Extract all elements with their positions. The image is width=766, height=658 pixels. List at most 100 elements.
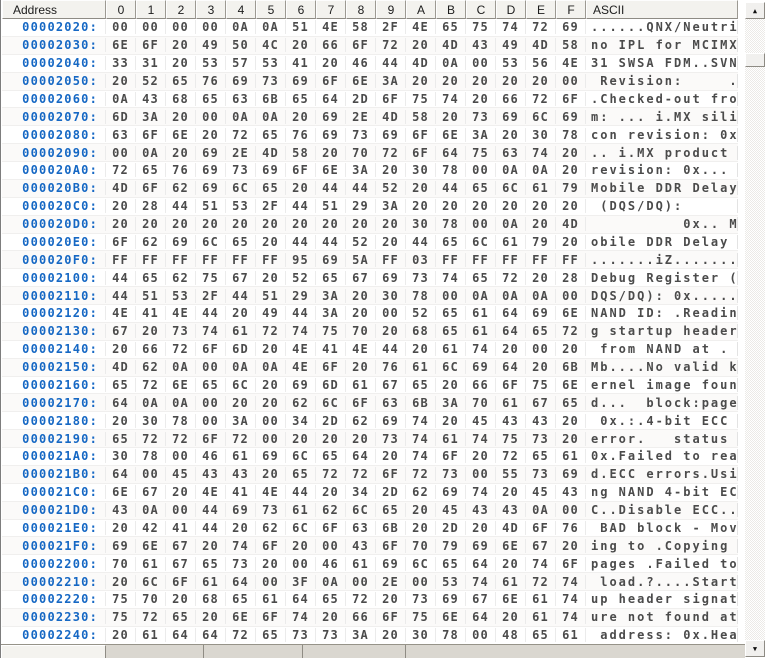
hex-byte-cell[interactable]: 61 (436, 431, 466, 446)
hex-byte-cell[interactable]: 65 (226, 592, 256, 607)
hex-byte-cell[interactable]: 6C (136, 574, 166, 589)
hex-byte-cell[interactable]: 00 (436, 288, 466, 303)
hex-byte-cell[interactable]: 72 (136, 610, 166, 625)
hex-byte-cell[interactable]: 00 (316, 538, 346, 553)
hex-byte-cell[interactable]: 20 (376, 449, 406, 464)
hex-byte-cell[interactable]: 6E (316, 163, 346, 178)
hex-byte-cell[interactable]: FF (496, 252, 526, 267)
hex-byte-cell[interactable]: 20 (196, 217, 226, 232)
hex-byte-cell[interactable]: 00 (556, 288, 586, 303)
hex-byte-cell[interactable]: 44 (436, 181, 466, 196)
hex-byte-cell[interactable]: 4D (526, 38, 556, 53)
hex-byte-cell[interactable]: 6C (196, 234, 226, 249)
hex-byte-cell[interactable]: 20 (106, 574, 136, 589)
hex-byte-cell[interactable]: 65 (406, 377, 436, 392)
hex-byte-cell[interactable]: 44 (316, 181, 346, 196)
hex-byte-cell[interactable]: 6B (256, 91, 286, 106)
hex-byte-cell[interactable]: 45 (466, 413, 496, 428)
row-ascii-text[interactable]: con revision: 0x (586, 127, 738, 142)
hex-byte-cell[interactable]: 76 (376, 360, 406, 375)
hex-byte-cell[interactable]: FF (436, 252, 466, 267)
hex-byte-cell[interactable]: 66 (316, 38, 346, 53)
hex-byte-cell[interactable]: 50 (226, 38, 256, 53)
hex-byte-cell[interactable]: 67 (106, 324, 136, 339)
hex-byte-cell[interactable]: 6F (406, 145, 436, 160)
hex-byte-cell[interactable]: 75 (106, 610, 136, 625)
hex-byte-cell[interactable]: 61 (556, 449, 586, 464)
hex-byte-cell[interactable]: FF (376, 252, 406, 267)
hex-byte-cell[interactable]: 42 (136, 520, 166, 535)
hex-byte-cell[interactable]: 3A (136, 109, 166, 124)
bottom-tab-1[interactable] (1, 645, 106, 658)
hex-byte-cell[interactable]: 72 (556, 324, 586, 339)
hex-byte-cell[interactable]: 0A (316, 574, 346, 589)
hex-byte-cell[interactable]: 72 (526, 91, 556, 106)
hex-byte-cell[interactable]: 69 (166, 234, 196, 249)
hex-byte-cell[interactable]: 72 (226, 431, 256, 446)
bottom-tab-4[interactable] (303, 645, 406, 658)
hex-byte-cell[interactable]: 46 (316, 556, 346, 571)
hex-byte-cell[interactable]: 74 (196, 324, 226, 339)
hex-byte-cell[interactable]: 74 (526, 556, 556, 571)
hex-byte-cell[interactable]: 20 (526, 74, 556, 89)
hex-byte-cell[interactable]: 4C (256, 38, 286, 53)
hex-byte-cell[interactable]: 76 (196, 74, 226, 89)
hex-byte-cell[interactable]: 6F (316, 520, 346, 535)
hex-byte-cell[interactable]: 73 (526, 431, 556, 446)
hex-byte-cell[interactable]: 73 (226, 556, 256, 571)
hex-byte-cell[interactable]: 64 (466, 556, 496, 571)
row-ascii-text[interactable]: (DQS/DQ): (586, 199, 738, 214)
hex-byte-cell[interactable]: 29 (346, 199, 376, 214)
hex-byte-cell[interactable]: 6F (376, 610, 406, 625)
hex-byte-cell[interactable]: 0A (256, 360, 286, 375)
hex-byte-cell[interactable]: FF (556, 252, 586, 267)
hex-byte-cell[interactable]: 20 (256, 217, 286, 232)
hex-byte-cell[interactable]: 61 (226, 449, 256, 464)
hex-byte-cell[interactable]: 72 (526, 574, 556, 589)
hex-byte-cell[interactable]: 63 (376, 395, 406, 410)
hex-byte-cell[interactable]: 30 (106, 449, 136, 464)
hex-byte-cell[interactable]: 65 (196, 556, 226, 571)
hex-byte-cell[interactable]: 20 (166, 109, 196, 124)
hex-byte-cell[interactable]: 00 (166, 20, 196, 35)
hex-byte-cell[interactable]: 6F (196, 342, 226, 357)
hex-byte-cell[interactable]: 20 (106, 342, 136, 357)
hex-byte-cell[interactable]: 6E (496, 538, 526, 553)
hex-byte-cell[interactable]: 69 (376, 127, 406, 142)
hex-byte-cell[interactable]: 65 (166, 610, 196, 625)
hex-byte-cell[interactable]: 34 (346, 485, 376, 500)
hex-byte-cell[interactable]: 20 (406, 199, 436, 214)
hex-byte-cell[interactable]: 20 (376, 234, 406, 249)
hex-byte-cell[interactable]: 69 (436, 485, 466, 500)
hex-byte-cell[interactable]: 63 (496, 145, 526, 160)
hex-byte-cell[interactable]: 61 (286, 503, 316, 518)
hex-byte-cell[interactable]: 20 (406, 520, 436, 535)
hex-byte-cell[interactable]: FF (526, 252, 556, 267)
hex-byte-cell[interactable]: 43 (526, 413, 556, 428)
hex-byte-cell[interactable]: 4E (256, 485, 286, 500)
hex-byte-cell[interactable]: 3A (226, 413, 256, 428)
hex-byte-cell[interactable]: 00 (256, 431, 286, 446)
hex-byte-cell[interactable]: 20 (286, 181, 316, 196)
hex-byte-cell[interactable]: 44 (286, 199, 316, 214)
hex-byte-cell[interactable]: 49 (196, 38, 226, 53)
hex-byte-cell[interactable]: 72 (166, 431, 196, 446)
hex-byte-cell[interactable]: 65 (286, 467, 316, 482)
hex-byte-cell[interactable]: 43 (496, 503, 526, 518)
hex-byte-cell[interactable]: 43 (226, 467, 256, 482)
hex-byte-cell[interactable]: 69 (196, 181, 226, 196)
hex-byte-cell[interactable]: 20 (166, 145, 196, 160)
row-ascii-text[interactable]: d.ECC errors.Usi (586, 467, 738, 482)
hex-byte-cell[interactable]: 00 (136, 20, 166, 35)
hex-byte-cell[interactable]: 00 (256, 574, 286, 589)
hex-byte-cell[interactable]: 65 (436, 234, 466, 249)
hex-byte-cell[interactable]: 00 (166, 503, 196, 518)
hex-byte-cell[interactable]: 6F (376, 538, 406, 553)
hex-byte-cell[interactable]: 41 (316, 342, 346, 357)
hex-byte-cell[interactable]: 0A (466, 288, 496, 303)
hex-byte-cell[interactable]: 67 (136, 485, 166, 500)
hex-byte-cell[interactable]: 78 (436, 163, 466, 178)
hex-byte-cell[interactable]: 30 (526, 127, 556, 142)
hex-byte-cell[interactable]: 74 (226, 538, 256, 553)
hex-byte-cell[interactable]: 66 (136, 342, 166, 357)
